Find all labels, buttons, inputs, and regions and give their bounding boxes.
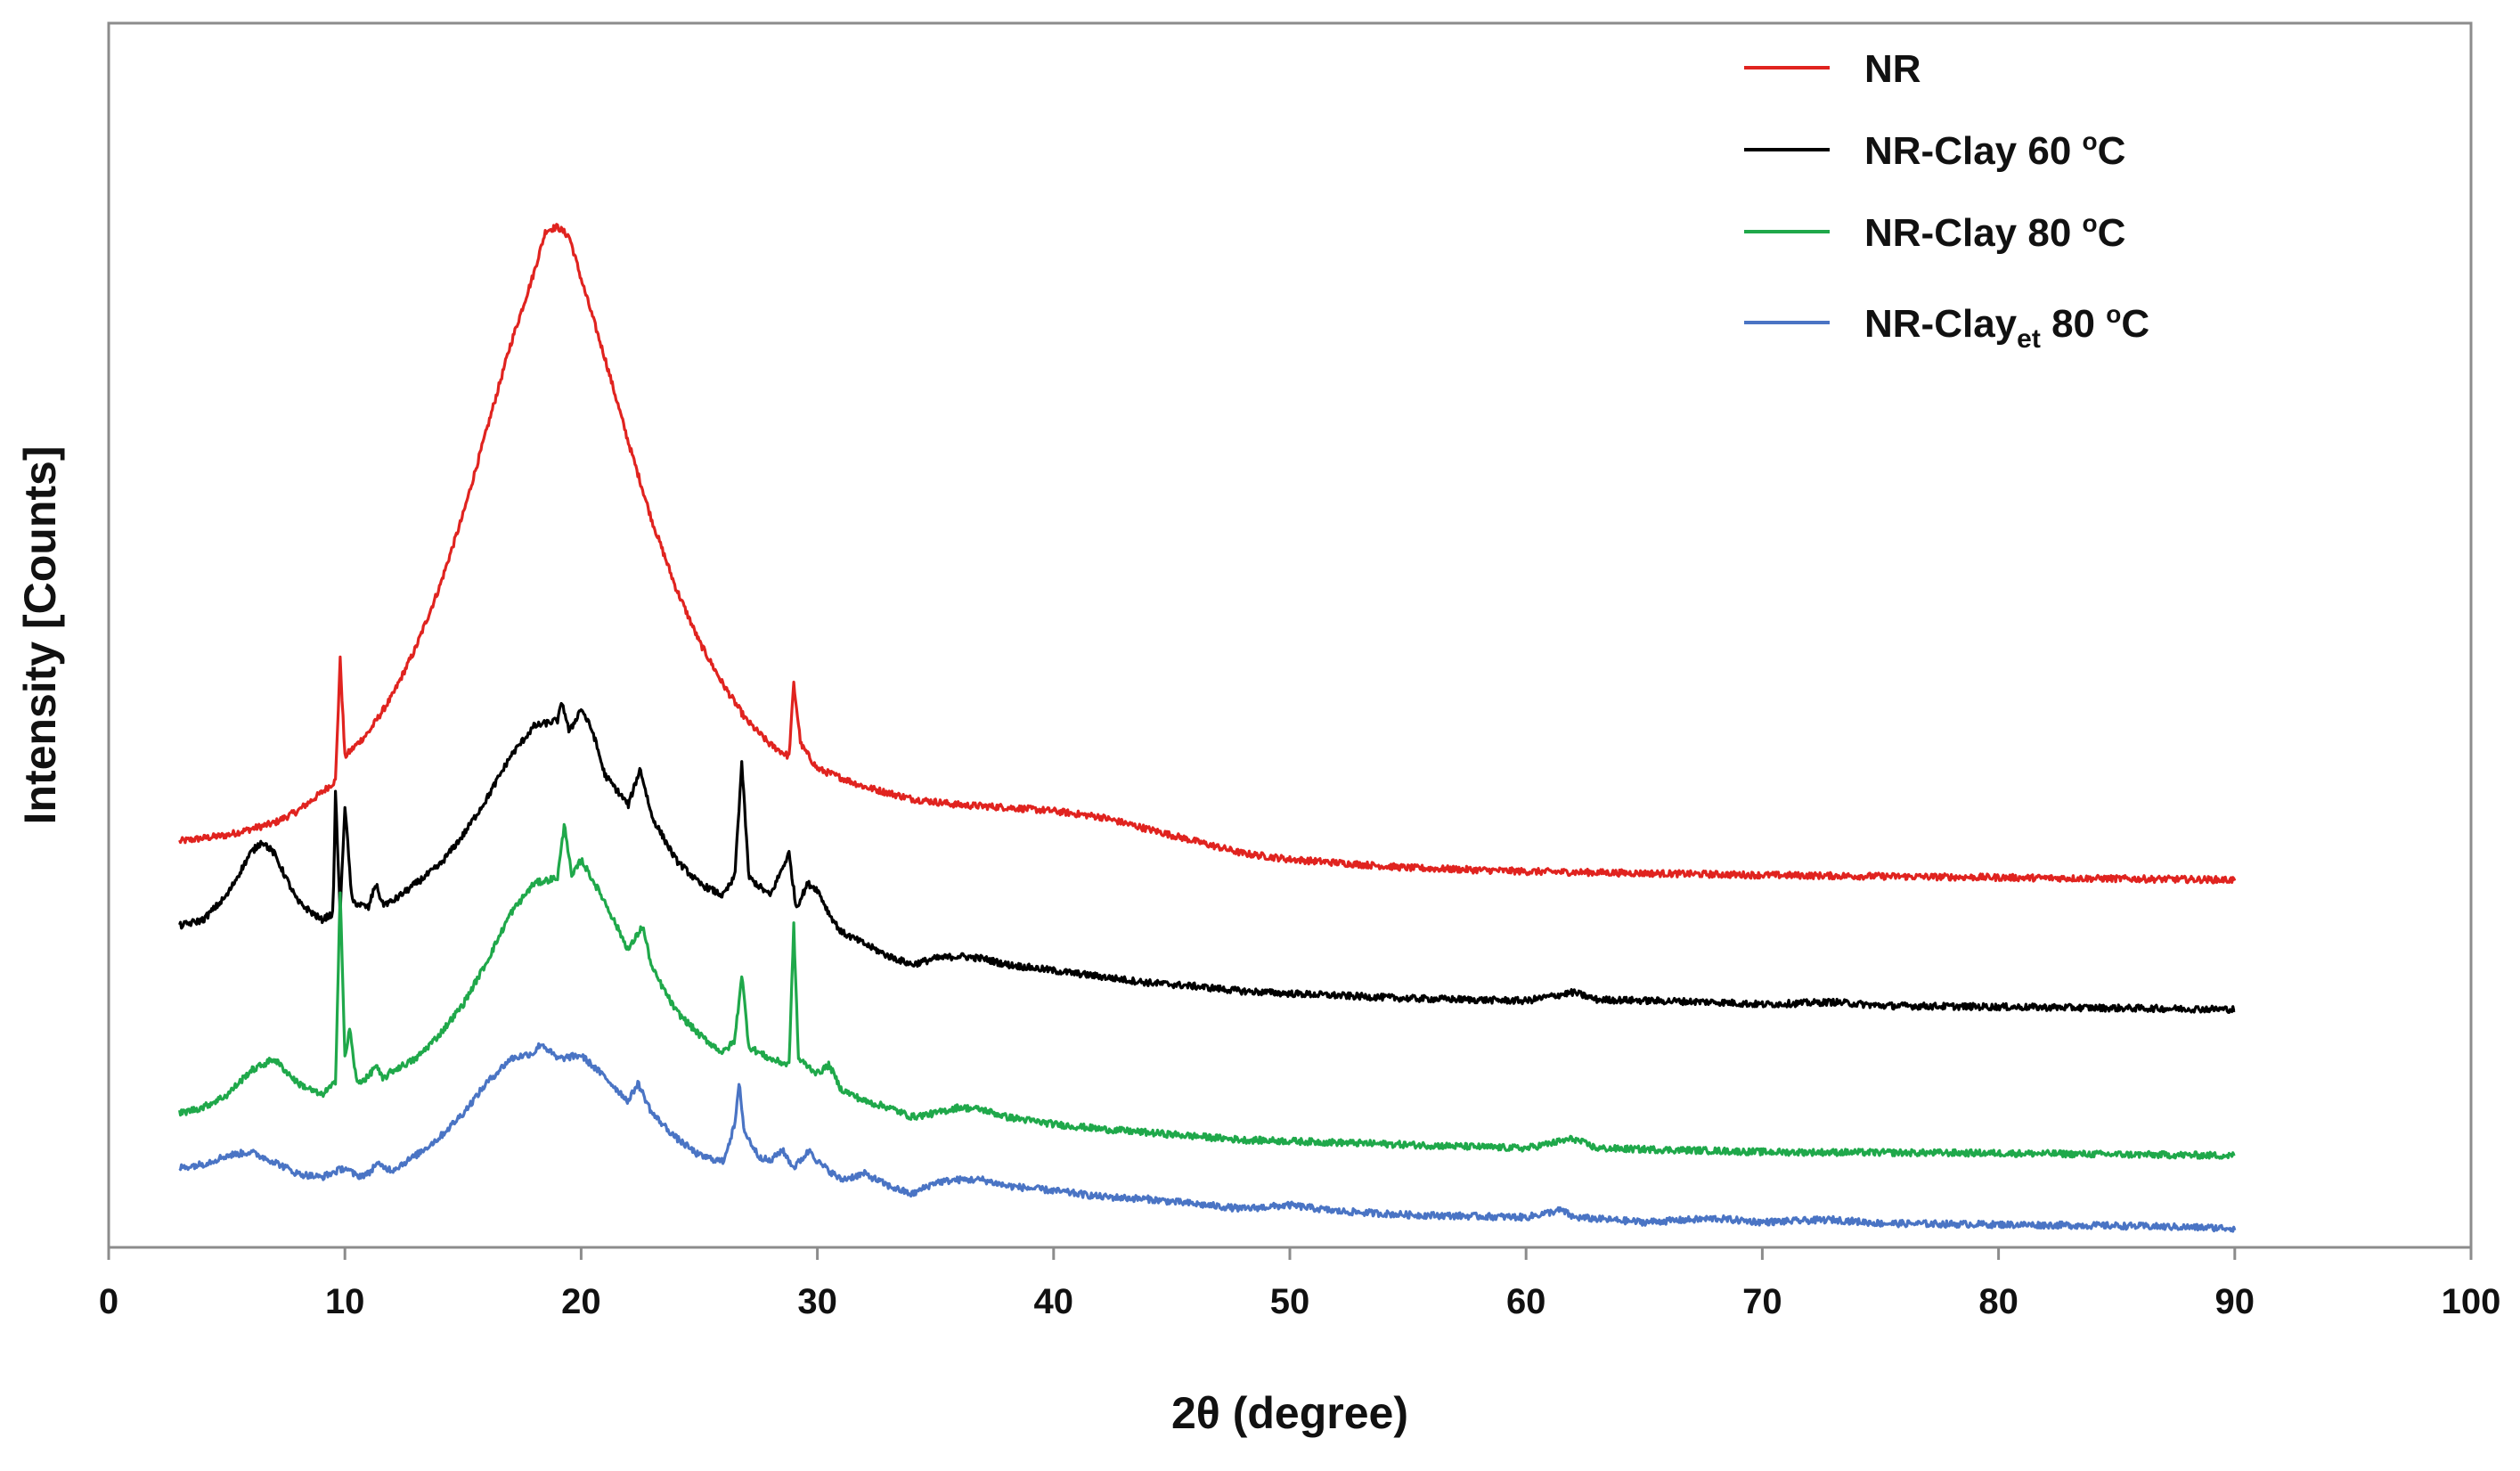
legend-label: NR [1864,47,1921,91]
legend-label-temperature: 60 [2017,129,2082,173]
legend-label-main: NR [1864,47,1921,91]
legend-label-main: NR-Clay [1864,302,2018,346]
legend-label-temperature: 80 [2017,211,2082,255]
x-tick-label: 100 [2442,1282,2501,1321]
x-axis-ticks: 0 10 20 30 40 50 60 70 80 90 100 [99,1247,2501,1321]
x-tick-label: 0 [99,1282,118,1321]
x-tick-label: 70 [1742,1282,1782,1321]
legend-label: NR-Clayet 80 oC [1864,300,2149,354]
legend-label: NR-Clay 60 oC [1864,127,2125,173]
x-tick-label: 80 [1978,1282,2018,1321]
series-layer [178,223,2237,1233]
series-line-4 [178,1042,2237,1233]
legend-label: NR-Clay 80 oC [1864,209,2125,255]
x-tick-label: 20 [561,1282,601,1321]
legend-label-main: NR-Clay [1864,211,2018,255]
series-line-3 [178,822,2236,1160]
legend-label-superscript: o [2083,127,2098,155]
legend-label-main: NR-Clay [1864,129,2018,173]
y-axis-title: Intensity [Counts] [15,446,65,825]
x-tick-label: 90 [2215,1282,2255,1321]
x-tick-label: 30 [797,1282,837,1321]
legend-label-unit: C [2098,129,2126,173]
x-tick-label: 50 [1270,1282,1310,1321]
legend-label-superscript: o [2106,300,2121,328]
x-tick-label: 40 [1034,1282,1074,1321]
legend-label-temperature: 80 [2041,302,2106,346]
x-tick-label: 10 [325,1282,365,1321]
series-line-1 [178,223,2237,885]
legend-label-superscript: o [2083,209,2098,237]
series-line-2 [178,701,2236,1014]
legend-label-unit: C [2098,211,2126,255]
x-axis-title: 2θ (degree) [1171,1388,1408,1438]
legend-label-unit: C [2121,302,2149,346]
x-tick-label: 60 [1506,1282,1546,1321]
legend-label-subscript: et [2017,324,2041,354]
